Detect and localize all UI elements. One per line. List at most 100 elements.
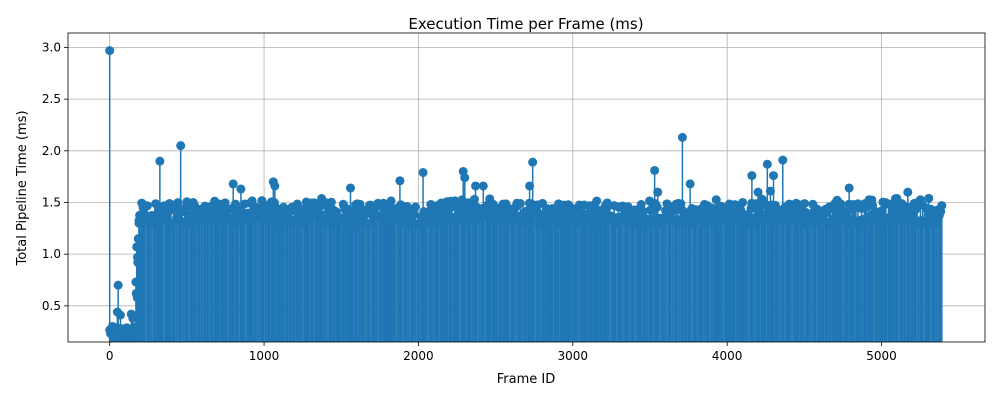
data-point — [133, 234, 143, 244]
x-tick-label: 1000 — [249, 349, 280, 363]
data-point — [176, 141, 186, 151]
data-point — [765, 186, 775, 196]
data-point — [105, 46, 115, 56]
data-point — [134, 218, 144, 228]
data-point — [409, 209, 419, 219]
data-point — [688, 218, 698, 228]
data-point — [133, 257, 143, 267]
x-axis-label: Frame ID — [497, 372, 555, 387]
data-point — [525, 181, 535, 191]
data-point — [800, 199, 810, 209]
data-point — [762, 159, 772, 169]
data-point — [523, 209, 533, 219]
data-point — [236, 184, 246, 194]
data-point — [155, 156, 165, 166]
data-point — [184, 210, 194, 220]
data-point — [386, 196, 396, 206]
data-point — [142, 201, 152, 211]
x-tick-label: 2000 — [403, 349, 434, 363]
x-tick-label: 3000 — [558, 349, 589, 363]
data-point — [924, 193, 934, 203]
data-point — [304, 217, 314, 227]
y-axis-label: Total Pipeline Time (ms) — [15, 110, 30, 266]
x-tick-label: 0 — [106, 349, 114, 363]
data-point — [778, 155, 788, 165]
data-point — [653, 187, 663, 197]
data-point — [462, 219, 472, 229]
data-point — [113, 280, 123, 290]
data-point — [741, 210, 751, 220]
data-point — [698, 219, 708, 229]
data-point — [591, 219, 601, 229]
data-point — [652, 202, 662, 212]
data-point — [173, 198, 183, 208]
data-point — [524, 218, 534, 228]
data-point — [911, 205, 921, 215]
data-point — [903, 187, 913, 197]
data-point — [411, 202, 421, 212]
data-point — [466, 209, 476, 219]
data-point — [270, 181, 280, 191]
data-point — [220, 198, 230, 208]
y-tick-label: 2.0 — [42, 144, 61, 158]
x-tick-label: 4000 — [712, 349, 743, 363]
data-point — [711, 195, 721, 205]
x-tick-label: 5000 — [866, 349, 897, 363]
data-point — [132, 242, 142, 252]
data-point — [131, 277, 141, 287]
y-tick-label: 1.5 — [42, 195, 61, 209]
data-point — [677, 132, 687, 142]
y-tick-label: 0.5 — [42, 299, 61, 313]
y-tick-label: 1.0 — [42, 247, 61, 261]
data-point — [738, 197, 748, 207]
data-point — [932, 218, 942, 228]
data-point — [638, 206, 648, 216]
data-point — [602, 198, 612, 208]
data-point — [395, 176, 405, 186]
data-point — [390, 215, 400, 225]
data-point — [926, 204, 936, 214]
data-point — [937, 201, 947, 211]
data-point — [231, 219, 241, 229]
data-point — [528, 157, 538, 167]
data-point — [747, 171, 757, 181]
data-point — [228, 179, 238, 189]
y-tick-label: 3.0 — [42, 40, 61, 54]
data-point — [623, 202, 633, 212]
data-point — [460, 173, 470, 183]
data-point — [326, 197, 336, 207]
data-point — [685, 179, 695, 189]
data-point — [128, 313, 138, 323]
data-point — [868, 200, 878, 210]
data-point — [191, 214, 201, 224]
plot-frame — [67, 32, 986, 343]
data-point — [769, 171, 779, 181]
data-point — [471, 181, 481, 191]
data-point — [115, 310, 125, 320]
data-point — [346, 183, 356, 193]
data-point — [647, 214, 657, 224]
data-point — [725, 217, 735, 227]
data-point — [844, 183, 854, 193]
stem-lines — [108, 50, 943, 342]
chart-title: Execution Time per Frame (ms) — [408, 15, 643, 33]
y-tick-label: 2.5 — [42, 92, 61, 106]
data-point — [469, 194, 479, 204]
data-point — [497, 215, 507, 225]
data-point — [877, 205, 887, 215]
data-point — [418, 168, 428, 178]
data-point — [363, 218, 373, 228]
data-point — [806, 219, 816, 229]
axis-ticks: 0 1000 2000 3000 4000 5000 0.5 1.0 1.5 2.0 2.5 3.0 — [42, 40, 897, 363]
data-point — [592, 196, 602, 206]
data-point — [753, 187, 763, 197]
data-point — [515, 199, 525, 209]
data-point — [636, 200, 646, 210]
data-markers — [105, 46, 947, 341]
data-point — [132, 323, 142, 333]
data-point — [650, 165, 660, 175]
data-point — [836, 199, 846, 209]
data-point — [502, 202, 512, 212]
data-point — [478, 181, 488, 191]
